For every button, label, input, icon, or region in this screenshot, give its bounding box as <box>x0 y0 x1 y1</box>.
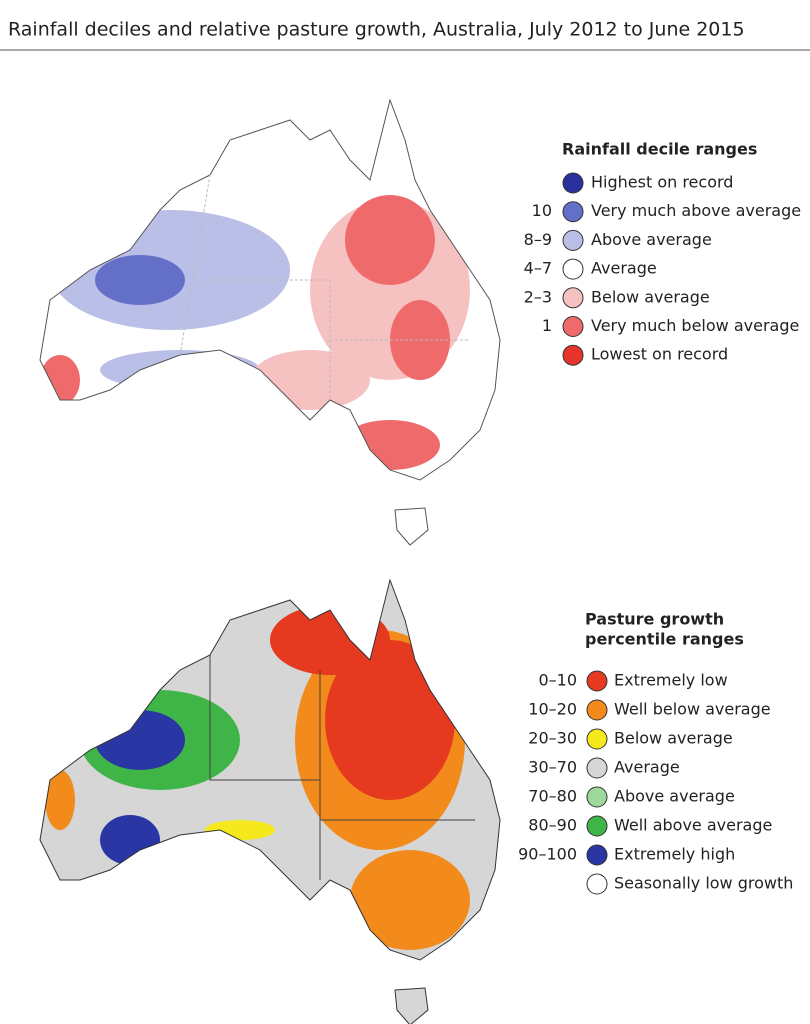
legend-label: Well below average <box>614 700 771 719</box>
legend-swatch <box>586 728 608 750</box>
legend-range: 10 <box>532 201 552 220</box>
legend-range: 20–30 <box>528 729 577 748</box>
legend-swatch <box>586 873 608 895</box>
legend-title: Pasture growth <box>585 610 724 629</box>
legend-label: Below average <box>614 729 733 748</box>
legend-label: Below average <box>591 287 710 306</box>
legend-range: 30–70 <box>528 758 577 777</box>
legend-label: Above average <box>614 787 735 806</box>
legend-swatch <box>562 229 584 251</box>
legend-label: Extremely high <box>614 845 735 864</box>
rainfall-map <box>39 99 501 546</box>
legend-range: 0–10 <box>538 671 577 690</box>
legend-range: 80–90 <box>528 816 577 835</box>
legend-label: Lowest on record <box>591 345 728 364</box>
legend-title: Rainfall decile ranges <box>562 140 757 159</box>
legend-swatch <box>586 815 608 837</box>
legend-label: Very much above average <box>591 201 801 220</box>
figure-title: Rainfall deciles and relative pasture gr… <box>8 19 745 41</box>
legend-range: 8–9 <box>524 230 552 249</box>
legend-swatch <box>586 699 608 721</box>
legend-label: Average <box>614 758 680 777</box>
legend-label: Seasonally low growth <box>614 874 793 893</box>
legend-range: 70–80 <box>528 787 577 806</box>
legend-swatch <box>586 670 608 692</box>
legend-label: Very much below average <box>591 316 799 335</box>
legend-label: Extremely low <box>614 671 728 690</box>
legend-swatch <box>562 316 584 337</box>
legend-swatch <box>562 258 584 280</box>
legend-swatch <box>562 201 584 223</box>
legend-swatch <box>562 287 584 309</box>
legend-range: 90–100 <box>518 845 577 864</box>
legend-swatch <box>586 786 608 808</box>
legend-range: 10–20 <box>528 700 577 719</box>
legend-label: Well above average <box>614 816 772 835</box>
legend-range: 1 <box>542 316 552 335</box>
pasture-map <box>39 579 501 1024</box>
legend-label: Above average <box>591 230 712 249</box>
legend-label: Highest on record <box>591 173 733 192</box>
legend-title: percentile ranges <box>585 630 744 649</box>
legend-swatch <box>562 172 584 194</box>
legend-swatch <box>586 844 608 866</box>
legend-swatch <box>562 344 584 366</box>
legend-range: 2–3 <box>524 287 552 306</box>
legend-swatch <box>586 757 608 779</box>
legend-range: 4–7 <box>524 259 552 278</box>
legend-label: Average <box>591 259 657 278</box>
